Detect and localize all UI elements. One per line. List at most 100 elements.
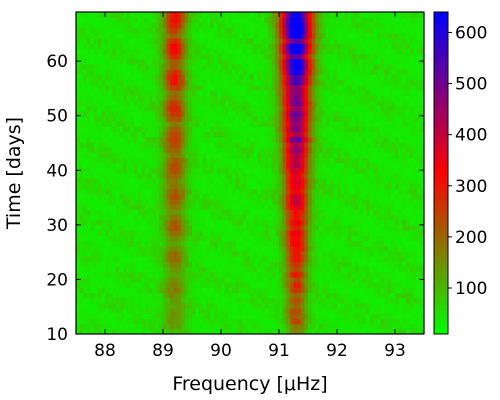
heatmap-cell	[369, 292, 374, 299]
heatmap-cell	[141, 183, 146, 190]
heatmap-cell	[221, 308, 226, 314]
heatmap-cell	[387, 240, 392, 247]
heatmap-cell	[210, 302, 215, 309]
heatmap-cell	[326, 323, 331, 330]
heatmap-cell	[235, 318, 240, 325]
heatmap-cell	[300, 323, 305, 330]
heatmap-cell	[308, 79, 313, 86]
heatmap-cell	[94, 110, 99, 117]
heatmap-cell	[355, 230, 360, 236]
heatmap-cell	[86, 313, 92, 320]
heatmap-cell	[304, 74, 309, 81]
heatmap-cell	[395, 209, 400, 216]
heatmap-cell	[130, 167, 135, 174]
heatmap-cell	[337, 126, 342, 133]
heatmap-cell	[210, 214, 215, 221]
heatmap-cell	[155, 198, 160, 205]
heatmap-cell	[329, 313, 334, 320]
heatmap-cell	[286, 224, 291, 231]
heatmap-cell	[130, 178, 135, 184]
heatmap-cell	[380, 224, 385, 231]
heatmap-cell	[202, 198, 208, 205]
heatmap-cell	[108, 204, 113, 210]
heatmap-cell	[347, 79, 353, 86]
heatmap-cell	[308, 230, 313, 236]
heatmap-cell	[253, 193, 258, 200]
heatmap-cell	[279, 79, 284, 86]
heatmap-cell	[362, 261, 367, 268]
heatmap-cell	[221, 198, 226, 205]
heatmap-cell	[105, 250, 110, 257]
heatmap-cell	[318, 198, 324, 205]
heatmap-cell	[112, 292, 117, 299]
heatmap-cell	[224, 136, 229, 143]
heatmap-cell	[159, 152, 164, 159]
heatmap-cell	[202, 313, 208, 320]
heatmap-cell	[144, 250, 150, 257]
heatmap-cell	[166, 271, 171, 278]
heatmap-cell	[395, 162, 400, 169]
heatmap-cell	[108, 74, 113, 81]
heatmap-cell	[286, 276, 291, 283]
heatmap-cell	[358, 276, 363, 283]
heatmap-cell	[257, 74, 262, 81]
heatmap-cell	[159, 126, 164, 133]
heatmap-cell	[311, 95, 316, 101]
heatmap-cell	[90, 318, 95, 325]
heatmap-cell	[250, 121, 255, 127]
heatmap-cell	[181, 250, 186, 257]
heatmap-cell	[268, 276, 273, 283]
heatmap-cell	[83, 235, 88, 242]
heatmap-cell	[297, 178, 302, 184]
heatmap-cell	[181, 63, 186, 70]
heatmap-cell	[170, 302, 175, 309]
heatmap-cell	[391, 178, 396, 184]
heatmap-cell	[123, 167, 128, 174]
heatmap-cell	[137, 121, 142, 127]
heatmap-cell	[112, 152, 117, 159]
heatmap-cell	[141, 193, 146, 200]
heatmap-cell	[268, 224, 273, 231]
heatmap-cell	[373, 204, 378, 210]
heatmap-cell	[123, 261, 128, 268]
heatmap-cell	[420, 183, 424, 190]
heatmap-cell	[130, 204, 135, 210]
heatmap-cell	[231, 79, 237, 86]
heatmap-cell	[105, 282, 110, 288]
heatmap-cell	[166, 157, 171, 164]
heatmap-cell	[344, 173, 349, 179]
heatmap-cell	[184, 173, 189, 179]
heatmap-cell	[177, 74, 182, 81]
heatmap-cell	[387, 224, 392, 231]
heatmap-cell	[347, 84, 353, 91]
heatmap-cell	[264, 261, 269, 268]
heatmap-cell	[166, 105, 171, 112]
heatmap-cell	[286, 141, 291, 148]
heatmap-cell	[366, 204, 371, 210]
heatmap-cell	[376, 282, 382, 288]
heatmap-cell	[315, 115, 320, 122]
heatmap-cell	[206, 167, 211, 174]
heatmap-cell	[373, 209, 378, 216]
heatmap-cell	[188, 230, 193, 236]
heatmap-cell	[224, 157, 229, 164]
heatmap-cell	[181, 100, 186, 107]
heatmap-cell	[304, 79, 309, 86]
heatmap-cell	[380, 276, 385, 283]
heatmap-cell	[112, 276, 117, 283]
heatmap-cell	[308, 240, 313, 247]
heatmap-cell	[79, 178, 84, 184]
heatmap-cell	[380, 256, 385, 262]
heatmap-cell	[366, 198, 371, 205]
heatmap-cell	[115, 84, 121, 91]
heatmap-cell	[315, 188, 320, 195]
heatmap-cell	[173, 115, 179, 122]
heatmap-cell	[188, 261, 193, 268]
heatmap-cell	[90, 84, 95, 91]
heatmap-cell	[362, 235, 367, 242]
heatmap-cell	[420, 245, 424, 252]
heatmap-cell	[79, 276, 84, 283]
heatmap-cell	[366, 141, 371, 148]
heatmap-cell	[195, 100, 200, 107]
heatmap-cell	[83, 282, 88, 288]
